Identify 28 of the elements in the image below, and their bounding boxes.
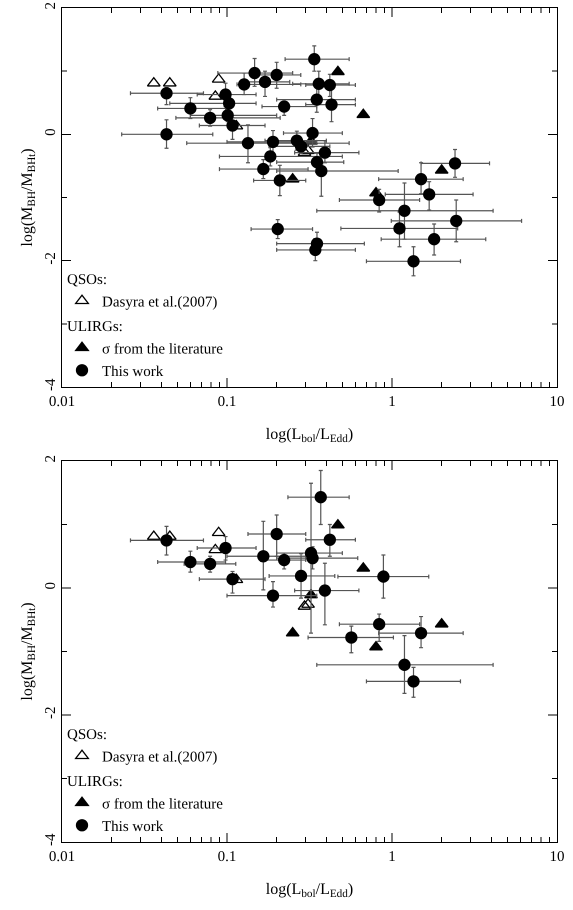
legend-label: This work: [102, 819, 164, 836]
legend-label: Dasyra et al.(2007): [102, 750, 218, 766]
x-axis-title: log(L$_{bol}$/L$_{Edd}$): [266, 880, 354, 900]
x-tick-label: 10: [550, 394, 564, 410]
y-tick-label: 2: [42, 455, 59, 462]
y-tick-label: -4: [42, 378, 59, 391]
x-tick-label: 0.1: [218, 849, 236, 866]
annotation: QSOs:: [67, 727, 108, 744]
x-tick-label: 0.01: [48, 394, 76, 410]
x-tick-label: 1: [388, 849, 396, 866]
x-tick-label: 10: [550, 849, 564, 866]
x-tick-label: 0.01: [48, 849, 76, 866]
legend-label: Dasyra et al.(2007): [102, 294, 218, 311]
y-tick-label: -2: [42, 706, 59, 719]
x-tick-label: 1: [388, 394, 396, 410]
annotation: ULIRGs:: [67, 774, 123, 790]
y-tick-label: 0: [42, 582, 59, 590]
x-axis-title: log(L$_{bol}$/L$_{Edd}$): [266, 426, 354, 446]
y-tick-label: 0: [42, 128, 59, 136]
legend-label: σ from the literature: [102, 796, 224, 813]
y-tick-label: -2: [42, 252, 59, 265]
annotation: ULIRGs:: [67, 319, 123, 336]
legend-label: σ from the literature: [102, 342, 224, 358]
annotation: QSOs:: [67, 272, 108, 288]
y-tick-label: -4: [42, 833, 59, 846]
x-tick-label: 0.1: [218, 394, 236, 410]
legend-label: This work: [102, 364, 164, 380]
y-tick-label: 2: [42, 2, 59, 10]
